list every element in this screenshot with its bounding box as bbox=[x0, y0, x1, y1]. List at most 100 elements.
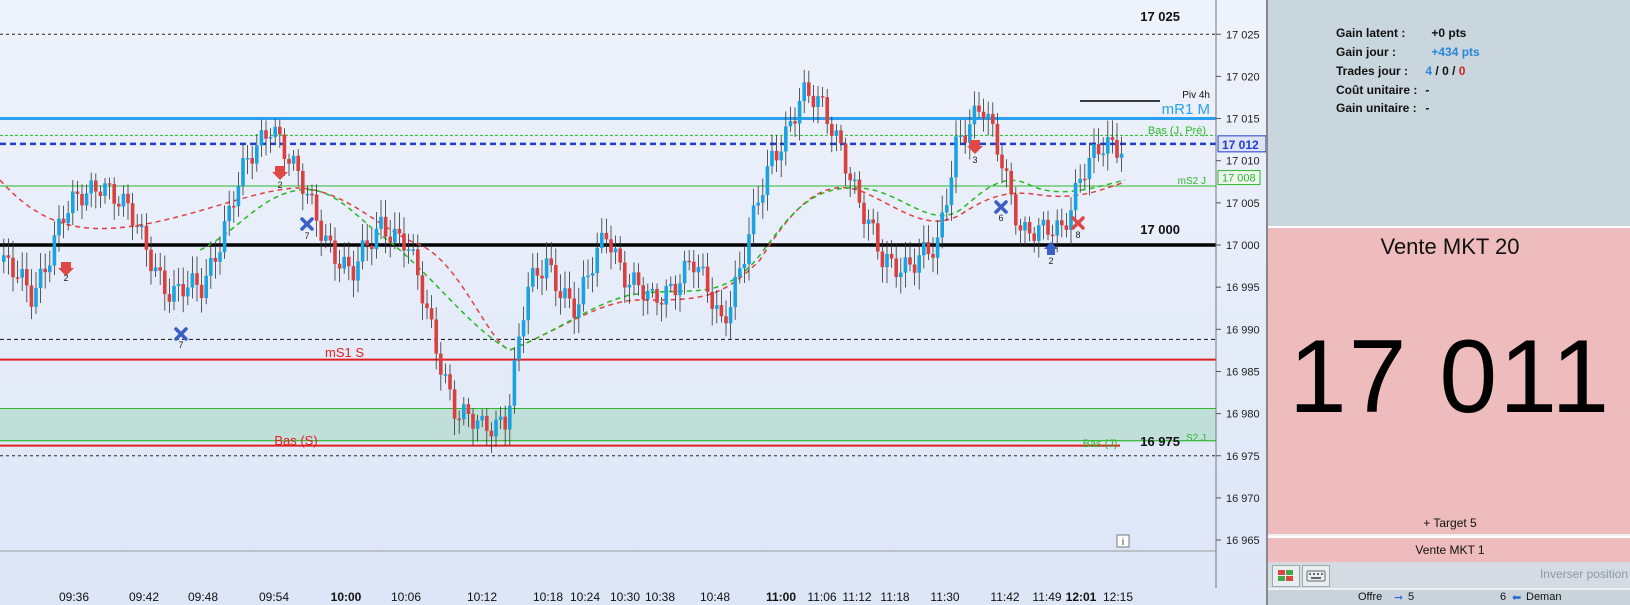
candle-bear bbox=[503, 416, 507, 430]
candle-bull bbox=[632, 272, 636, 285]
time-tick-label: 11:06 bbox=[807, 590, 837, 604]
candle-bull bbox=[20, 269, 24, 278]
candle-bear bbox=[149, 249, 153, 272]
time-tick-label: 09:54 bbox=[258, 590, 290, 604]
candle-bull bbox=[669, 283, 673, 287]
candle-bear bbox=[130, 203, 135, 226]
piv4h-label: Piv 4h bbox=[1182, 90, 1210, 101]
candle-bull bbox=[802, 82, 806, 101]
candle-bull bbox=[236, 186, 241, 207]
price-tick-label: 17 005 bbox=[1226, 198, 1260, 210]
candle-bear bbox=[485, 415, 489, 431]
trades-jour-row: Trades jour : 4 / 0 / 0 bbox=[1336, 64, 1465, 78]
ms2j-price-flag-label: 17 008 bbox=[1222, 173, 1256, 185]
candle-bear bbox=[420, 275, 425, 304]
candle-bull bbox=[218, 252, 222, 262]
candle-bull bbox=[222, 221, 227, 253]
candle-bear bbox=[383, 216, 388, 237]
candle-bull bbox=[517, 336, 521, 360]
grid-icon[interactable] bbox=[1272, 565, 1300, 587]
ms2j-label: mS2 J bbox=[1178, 176, 1206, 187]
sell-order-button[interactable]: Vente MKT 20 17 011 + Target 5 bbox=[1268, 228, 1630, 534]
candle-bear bbox=[871, 219, 875, 224]
price-tick-label: 16 980 bbox=[1226, 409, 1260, 421]
candle-bear bbox=[282, 134, 287, 159]
s2j-label: S2 J bbox=[1186, 433, 1206, 444]
ma-red-line bbox=[0, 179, 1126, 351]
cout-unitaire-row: Coût unitaire : - bbox=[1336, 83, 1429, 97]
candle-bull bbox=[71, 191, 75, 214]
candle-bear bbox=[549, 258, 553, 266]
stats-panel: Gain latent : +0 pts Gain jour : +434 pt… bbox=[1268, 0, 1630, 228]
candle-bull bbox=[443, 374, 448, 376]
candle-bull bbox=[577, 304, 581, 318]
candle-bull bbox=[715, 305, 719, 309]
candle-bear bbox=[862, 202, 866, 224]
offre-label: Offre bbox=[1358, 591, 1383, 603]
arrow-left-icon: ⬅ bbox=[1512, 592, 1522, 604]
candle-bull bbox=[747, 234, 751, 264]
candle-bear bbox=[1083, 178, 1087, 181]
candle-bear bbox=[351, 266, 356, 281]
time-tick-label: 12:01 bbox=[1065, 590, 1097, 604]
candle-bull bbox=[922, 242, 926, 256]
candle-bear bbox=[1018, 225, 1023, 231]
candle-bull bbox=[204, 275, 208, 299]
time-tick-label: 10:12 bbox=[466, 590, 498, 604]
sell-mkt-1-button[interactable]: Vente MKT 1 bbox=[1268, 536, 1630, 562]
keyboard-icon[interactable] bbox=[1302, 565, 1330, 587]
candle-bear bbox=[1027, 222, 1032, 234]
candle-bull bbox=[176, 284, 181, 286]
price-chart[interactable]: 17 025 17 000 16 975 Piv 4h mR1 M Bas (J, Pré… bbox=[0, 0, 1266, 605]
candle-bull bbox=[462, 404, 466, 420]
candle-bull bbox=[866, 219, 871, 224]
candle-bull bbox=[508, 405, 512, 430]
candle-bull bbox=[958, 135, 963, 137]
candle-bull bbox=[1023, 222, 1027, 231]
candle-bear bbox=[567, 288, 572, 299]
trades-flat-count: 0 bbox=[1442, 64, 1449, 78]
candle-bull bbox=[1041, 219, 1046, 226]
price-tick-label: 17 015 bbox=[1226, 114, 1260, 126]
candle-bear bbox=[618, 248, 622, 263]
trades-win-count: 4 bbox=[1425, 64, 1433, 78]
candle-bull bbox=[209, 257, 213, 276]
cout-unitaire-value: - bbox=[1425, 83, 1430, 97]
candle-bull bbox=[103, 183, 107, 196]
cout-unitaire-label: Coût unitaire : bbox=[1336, 83, 1418, 97]
candle-bear bbox=[830, 123, 834, 136]
candle-bear bbox=[1115, 139, 1119, 158]
info-icon[interactable] bbox=[1116, 534, 1130, 548]
invert-position-button[interactable]: Inverser position bbox=[1539, 567, 1628, 581]
candle-bear bbox=[991, 113, 995, 124]
gain-unitaire-value: - bbox=[1425, 101, 1430, 115]
candle-bull bbox=[733, 276, 737, 308]
bas-s-label: Bas (S) bbox=[274, 433, 317, 448]
candle-bear bbox=[232, 205, 236, 208]
candle-bull bbox=[305, 193, 310, 196]
ms2j-price-flag bbox=[1217, 170, 1261, 186]
candle-bear bbox=[434, 319, 438, 354]
time-tick-label: 11:42 bbox=[990, 590, 1020, 604]
candle-bull bbox=[255, 145, 259, 164]
candle-bull bbox=[259, 130, 264, 146]
trade-marker-label: 3 bbox=[972, 155, 977, 165]
offre-value: 5 bbox=[1408, 591, 1415, 603]
candle-bear bbox=[402, 233, 406, 251]
time-tick-label: 10:24 bbox=[569, 590, 601, 604]
candle-bull bbox=[241, 158, 245, 187]
gain-jour-label: Gain jour : bbox=[1336, 45, 1396, 59]
candle-bear bbox=[1064, 225, 1069, 230]
candle-bear bbox=[843, 143, 848, 174]
candle-bull bbox=[1092, 144, 1096, 158]
candle-bear bbox=[719, 305, 724, 317]
bas-j-pre-label: Bas (J, Pré) bbox=[1148, 125, 1206, 137]
price-tick-label: 17 020 bbox=[1226, 71, 1260, 83]
level-label-17000: 17 000 bbox=[1140, 222, 1180, 237]
candle-bull bbox=[227, 205, 231, 222]
candle-bull bbox=[834, 130, 839, 136]
candle-bull bbox=[738, 268, 742, 277]
candle-bear bbox=[250, 158, 254, 164]
candle-bull bbox=[678, 283, 682, 296]
